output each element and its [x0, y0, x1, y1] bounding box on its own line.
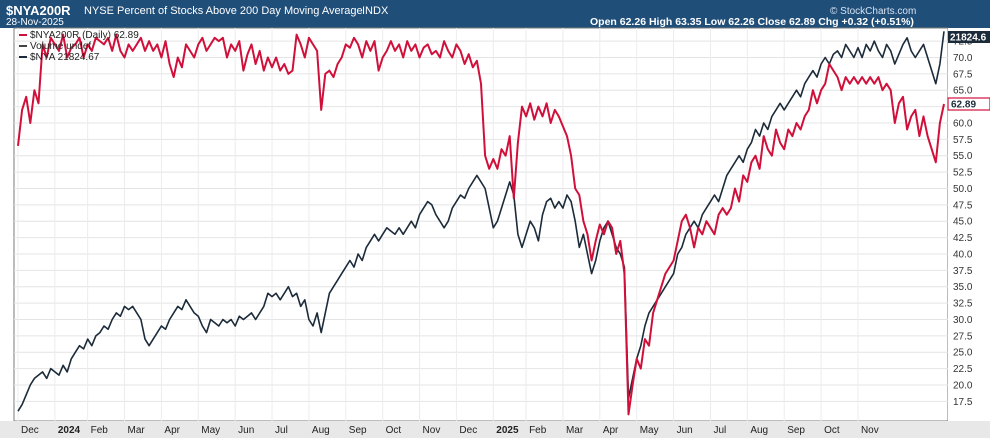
legend-entry: Volume undef — [30, 41, 91, 52]
x-tick-label: Jun — [677, 425, 693, 436]
x-tick-label: Oct — [386, 425, 402, 436]
legend-swatch — [19, 45, 27, 47]
x-tick-label: Dec — [21, 425, 39, 436]
x-tick-label: Aug — [312, 425, 330, 436]
chart-date: 28-Nov-2025 — [6, 17, 64, 28]
watermark: © StockCharts.com — [830, 6, 916, 17]
y-tick-label: 60.0 — [953, 118, 973, 129]
y-axis-panel — [948, 28, 990, 421]
y-tick-label: 47.5 — [953, 200, 973, 211]
y-tick-label: 37.5 — [953, 266, 973, 277]
x-tick-label: Dec — [459, 425, 477, 436]
x-tick-label: May — [201, 425, 220, 436]
symbol-description: NYSE Percent of Stocks Above 200 Day Mov… — [84, 5, 363, 17]
ohlc-readout: Open 62.26 High 63.35 Low 62.26 Close 62… — [590, 16, 914, 28]
x-tick-label: Nov — [423, 425, 441, 436]
y-tick-label: 32.5 — [953, 299, 973, 310]
y-tick-label: 52.5 — [953, 168, 973, 179]
x-tick-label: Apr — [603, 425, 619, 436]
y-tick-label: 17.5 — [953, 397, 973, 408]
y-tick-label: 70.0 — [953, 53, 973, 64]
x-tick-label: Oct — [824, 425, 840, 436]
legend-swatch — [19, 34, 27, 36]
last-nya-badge — [948, 31, 990, 43]
y-tick-label: 30.0 — [953, 315, 973, 326]
x-tick-label: Aug — [750, 425, 768, 436]
last-value-label: 62.89 — [951, 100, 976, 111]
header-bar — [0, 0, 990, 28]
y-tick-label: 67.5 — [953, 69, 973, 80]
y-tick-label: 57.5 — [953, 135, 973, 146]
x-tick-label: Nov — [861, 425, 879, 436]
x-tick-label: Jul — [713, 425, 726, 436]
legend-entry: $NYA 21824.67 — [30, 52, 100, 63]
y-tick-label: 45.0 — [953, 217, 973, 228]
x-tick-label: Mar — [128, 425, 146, 436]
series-layer — [17, 31, 945, 416]
y-tick-label: 20.0 — [953, 380, 973, 391]
y-tick-label: 42.5 — [953, 233, 973, 244]
x-tick-label: Jun — [238, 425, 254, 436]
y-tick-label: 40.0 — [953, 249, 973, 260]
x-tick-label: May — [640, 425, 659, 436]
x-tick-label: Mar — [566, 425, 584, 436]
grid — [14, 28, 948, 421]
series-line-nya200r — [17, 33, 945, 416]
x-tick-label: Sep — [349, 425, 367, 436]
last-value-badge — [947, 97, 990, 111]
y-axis: 17.5 20.0 22.5 25.0 27.5 30.0 32.5 35.0 37.5 40.0… — [953, 37, 973, 408]
exchange-label: INDX — [362, 5, 389, 17]
x-tick-label: Apr — [164, 425, 180, 436]
x-axis: Dec 2024 Feb Mar Apr May Jun Jul Aug Sep Oct Nov Dec… — [21, 425, 879, 436]
x-tick-label: 2024 — [58, 425, 81, 436]
y-tick-label: 25.0 — [953, 348, 973, 359]
x-axis-panel — [0, 421, 990, 438]
y-tick-label: 22.5 — [953, 364, 973, 375]
series-line-nya — [17, 31, 945, 412]
x-tick-label: Jul — [275, 425, 288, 436]
last-nya-label: 21824.6 — [950, 33, 987, 44]
x-tick-label: Feb — [529, 425, 547, 436]
y-tick-label: 55.0 — [953, 151, 973, 162]
x-tick-label: Sep — [787, 425, 805, 436]
legend-entry: $NYA200R (Daily) 62.89 — [30, 30, 139, 41]
x-tick-label: 2025 — [496, 425, 519, 436]
legend-swatch — [19, 56, 27, 58]
symbol-title: $NYA200R — [6, 3, 71, 18]
x-tick-label: Feb — [91, 425, 109, 436]
y-tick-label: 27.5 — [953, 331, 973, 342]
y-tick-label: 35.0 — [953, 282, 973, 293]
y-tick-label: 65.0 — [953, 86, 973, 97]
y-tick-label: 50.0 — [953, 184, 973, 195]
